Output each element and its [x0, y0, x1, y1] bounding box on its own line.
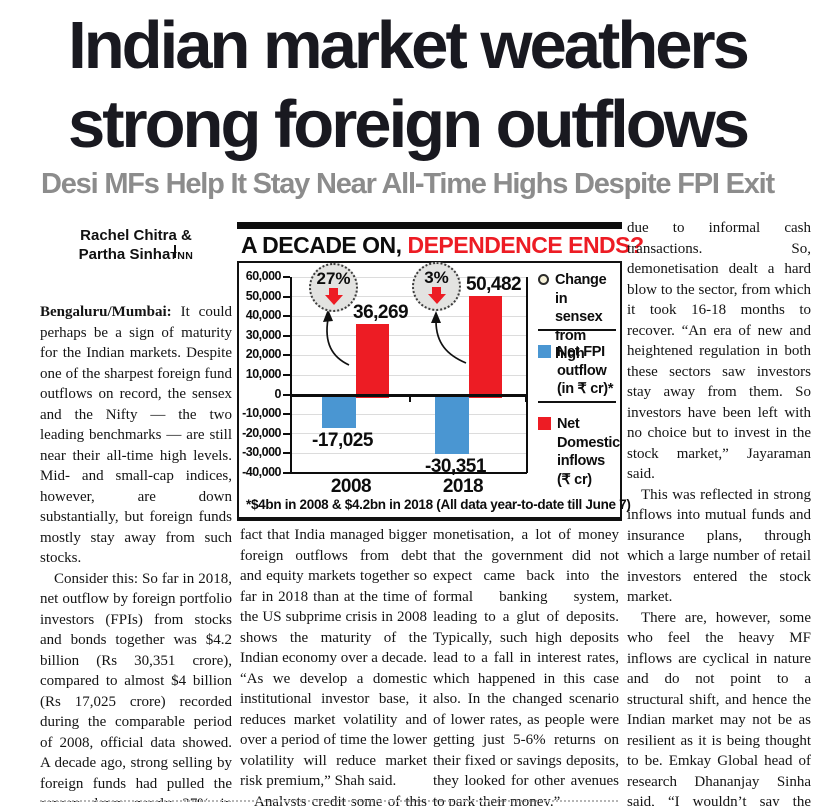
y-axis-tick-label: 60,000 [245, 269, 282, 283]
y-axis-tick-label: 20,000 [245, 347, 282, 362]
gridline [290, 433, 527, 435]
x-axis-tick [290, 396, 292, 402]
paragraph: Analysts credit some of this to the demo… [254, 793, 427, 806]
x-axis-label-2018: 2018 [442, 476, 484, 497]
y-axis-tick [283, 276, 290, 278]
byline: Rachel Chitra & Partha Sinha TNN [40, 222, 232, 266]
bar-domestic-inflows-2008 [356, 323, 389, 398]
sensex-change-badge-2008: 27% [309, 263, 358, 312]
y-axis-tick-label: 50,000 [245, 288, 282, 303]
zero-line [290, 393, 527, 397]
gridline [290, 315, 527, 317]
bar-fpi-outflow-2008 [322, 394, 356, 428]
paragraph: Bengaluru/Mumbai: It could perhaps be a … [40, 304, 232, 566]
y-axis-tick-label: -20,000 [242, 425, 281, 440]
bar-domestic-inflows-2018 [469, 295, 502, 398]
legend-item-sensex-change: Change in sensex from high [538, 271, 617, 364]
legend-divider [538, 401, 616, 403]
y-axis-tick [283, 374, 290, 376]
y-axis-tick [283, 472, 290, 474]
sensex-change-badge-2018: 3% [412, 262, 461, 311]
byline-author-2: Partha Sinha TNN [78, 245, 194, 263]
gridline [290, 452, 527, 454]
blue-swatch-icon [538, 345, 551, 358]
circle-swatch-icon [538, 274, 549, 285]
article-column-4: due to informal cash transactions. So, d… [627, 218, 811, 806]
section-dotted-rule [40, 800, 618, 802]
y-axis-tick [283, 295, 290, 298]
x-axis-tick [525, 396, 527, 402]
y-axis-tick [283, 413, 290, 416]
article-column-2: fact that India managed bigger foreign o… [240, 525, 427, 806]
y-axis-tick-label: -30,000 [242, 445, 281, 460]
chart-decade-dependence: A DECADE ON, DEPENDENCE ENDS? 27% 3% [237, 222, 644, 521]
value-label-fpi-2018: -30,351 [425, 456, 486, 478]
x-axis-label-2008: 2008 [330, 476, 372, 497]
plot-right-border [526, 277, 528, 473]
paragraph: fact that India managed bigger foreign o… [240, 527, 427, 789]
headline-line2: strong foreign outflows [67, 87, 750, 162]
y-axis-tick [283, 393, 290, 396]
y-axis-tick-label: 0 [274, 386, 282, 401]
down-arrow-icon [427, 294, 446, 304]
x-axis-bottom-line [290, 472, 527, 474]
value-label-domestic-2018: 50,482 [466, 273, 522, 295]
headline: Indian market weathers strong foreign ou… [0, 6, 815, 164]
gridline [290, 276, 527, 278]
y-axis-tick [283, 334, 290, 337]
paragraph: monetisation, a lot of money that the go… [433, 527, 619, 806]
byline-divider [174, 245, 177, 258]
y-axis-tick-label: -10,000 [242, 406, 281, 421]
legend-item-domestic-inflows: Net Domestic inflows (₹ cr) [538, 415, 620, 489]
paragraph: due to informal cash transactions. So, d… [627, 220, 811, 482]
y-axis-tick [283, 452, 290, 455]
y-axis-tick-label: 30,000 [245, 327, 282, 342]
x-axis-tick [408, 396, 411, 402]
paragraph: There are, however, some who feel the he… [627, 609, 811, 806]
gridline [290, 354, 527, 356]
red-swatch-icon [538, 417, 551, 430]
dateline: Bengaluru/Mumbai: [40, 304, 172, 320]
byline-author-1: Rachel Chitra & [80, 227, 192, 244]
paragraph: This was reflected in strong inflows int… [627, 486, 811, 606]
y-axis-tick-label: -40,000 [242, 465, 281, 479]
down-arrow-icon [329, 288, 338, 295]
down-arrow-icon [432, 287, 441, 294]
y-axis-tick-label: 40,000 [245, 308, 282, 323]
y-axis-line [290, 277, 292, 473]
article-column-1: Rachel Chitra & Partha Sinha TNN Bengalur… [40, 222, 232, 802]
legend-item-fpi-outflow: Net FPI outflow (in ₹ cr)* [538, 343, 619, 399]
gridline [290, 335, 527, 337]
y-axis-tick-label: 10,000 [245, 367, 282, 381]
subheadline: Desi MFs Help It Stay Near All-Time High… [41, 168, 775, 200]
y-axis-tick [283, 432, 290, 435]
y-axis-tick [283, 354, 290, 357]
chart-top-rule [237, 222, 622, 229]
y-axis-tick [283, 315, 290, 318]
gridline [290, 413, 527, 415]
gridline [290, 296, 527, 298]
article-column-3: monetisation, a lot of money that the go… [433, 525, 619, 806]
gridline [290, 374, 527, 376]
sensex-change-value-2008: 27% [316, 269, 351, 288]
value-label-domestic-2008: 36,269 [353, 301, 409, 323]
paragraph: Consider this: So far in 2018, net outfl… [40, 570, 232, 803]
legend-divider [538, 329, 616, 331]
chart-footnote: *$4bn in 2008 & $4.2bn in 2018 (All data… [246, 497, 631, 512]
headline-line1: Indian market weathers [68, 8, 750, 83]
sensex-change-value-2018: 3% [424, 268, 449, 287]
chart-plot-area: 27% 3% Change in sensex from hig [237, 261, 631, 521]
down-arrow-icon [324, 295, 343, 305]
chart-title-red: DEPENDENCE ENDS? [407, 232, 644, 258]
bar-fpi-outflow-2018 [435, 394, 469, 455]
value-label-fpi-2008: -17,025 [312, 429, 373, 451]
chart-title: A DECADE ON, DEPENDENCE ENDS? [241, 232, 644, 258]
